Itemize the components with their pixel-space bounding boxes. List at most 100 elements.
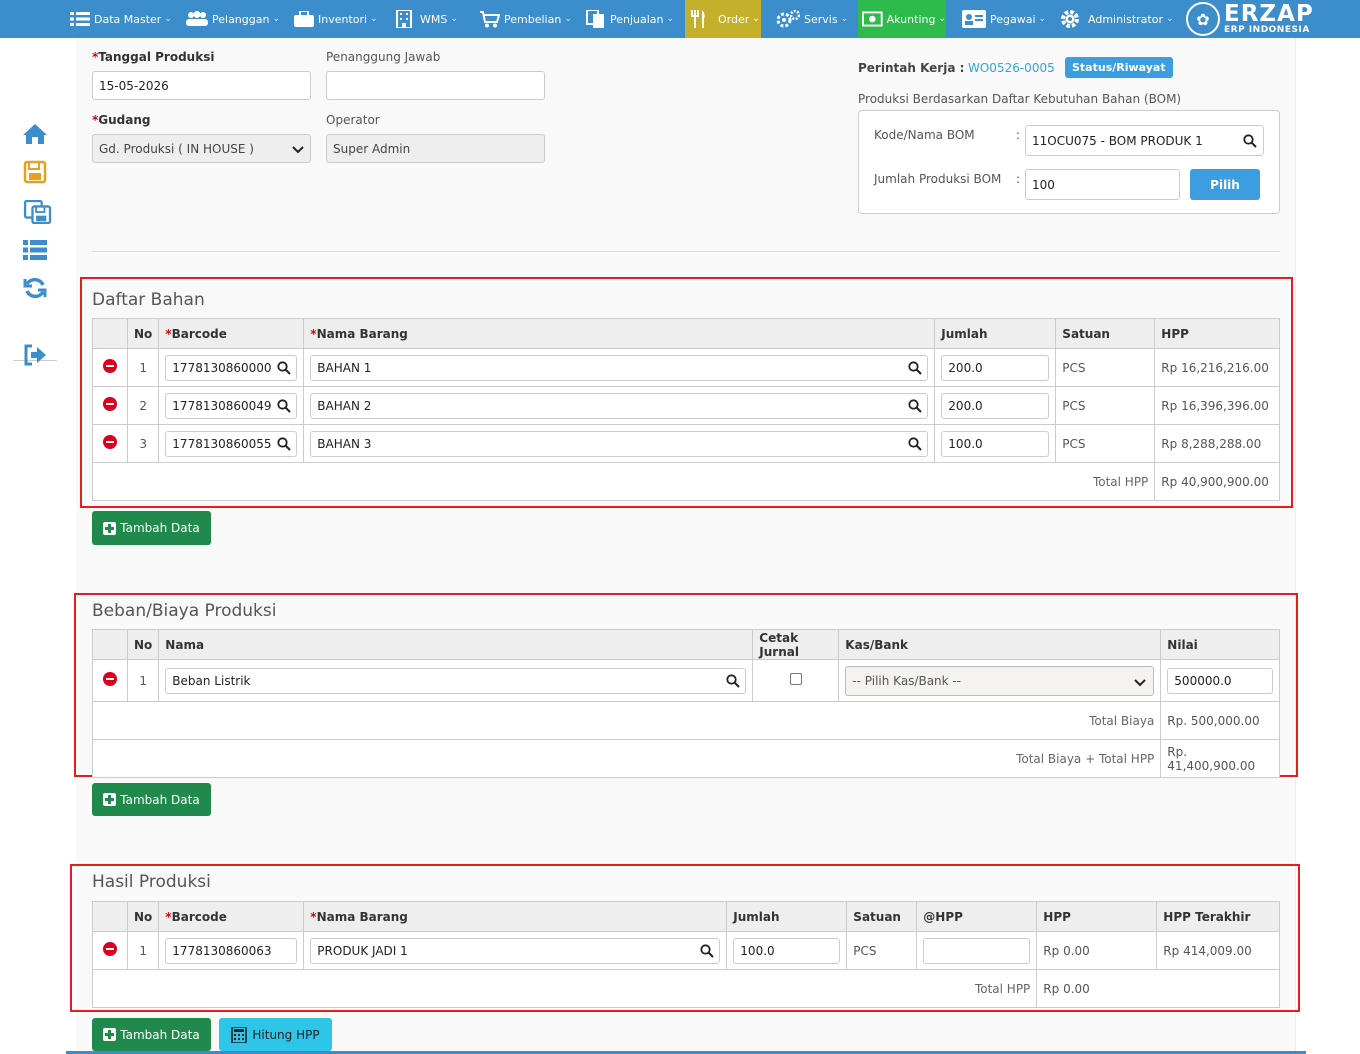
hpp-link[interactable]: Rp 16,216,216.00	[1154, 348, 1280, 387]
remove-row-icon[interactable]	[103, 672, 117, 686]
col-remove	[92, 901, 128, 932]
barcode-input[interactable]: 1778130860063	[165, 937, 298, 964]
chevron-down-icon: ⌄	[938, 14, 946, 24]
save-icon[interactable]	[22, 160, 48, 184]
nav-servis[interactable]: Servis ⌄	[776, 0, 848, 38]
cetak-jurnal-checkbox[interactable]	[789, 673, 802, 685]
nav-label: Akunting	[886, 12, 936, 26]
chevron-down-icon: ⌄	[450, 14, 458, 24]
nav-penjualan[interactable]: Penjualan ⌄	[586, 0, 674, 38]
nav-akunting[interactable]: Akunting ⌄	[858, 0, 946, 38]
search-icon[interactable]	[277, 436, 292, 451]
barcode-input[interactable]: 1778130860000	[165, 354, 298, 381]
money-icon	[862, 11, 883, 27]
jumlah-input[interactable]: 100.0	[733, 937, 841, 964]
total-biaya-label: Total Biaya	[91, 701, 1162, 740]
tambah-beban-button[interactable]: Tambah Data	[92, 783, 211, 816]
nama-beban-input[interactable]: Beban Listrik	[165, 667, 747, 694]
nama-barang-input[interactable]: BAHAN 3	[310, 430, 929, 457]
nav-pegawai[interactable]: Pegawai ⌄	[962, 0, 1046, 38]
nilai-input[interactable]: 500000.0	[1167, 667, 1273, 694]
list-view-icon[interactable]	[22, 238, 48, 262]
row-no: 1	[126, 348, 160, 387]
col-remove	[92, 318, 128, 349]
penanggung-jawab-input[interactable]	[326, 71, 545, 100]
search-icon[interactable]	[908, 398, 923, 413]
remove-row-icon[interactable]	[103, 359, 117, 373]
status-riwayat-button[interactable]: Status/Riwayat	[1065, 57, 1173, 78]
hpp-link[interactable]: Rp 16,396,396.00	[1154, 386, 1280, 425]
col-hpp: HPP	[1036, 901, 1158, 932]
daftar-bahan-table: No *Barcode *Nama Barang Jumlah Satuan H…	[91, 318, 1280, 501]
gudang-select[interactable]: Gd. Produksi ( IN HOUSE )	[92, 134, 311, 163]
col-hpp-terakhir: HPP Terakhir	[1156, 901, 1280, 932]
nav-order[interactable]: Order ⌄	[685, 0, 761, 38]
table-row: 1 1778130860063 PRODUK JADI 1 100.0 PCS …	[92, 931, 1280, 970]
nama-barang-input[interactable]: PRODUK JADI 1	[310, 937, 721, 964]
section-divider	[92, 251, 1280, 252]
search-icon[interactable]	[700, 943, 715, 958]
col-nilai: Nilai	[1160, 629, 1280, 660]
col-nama: Nama	[158, 629, 754, 660]
total-all-label: Total Biaya + Total HPP	[91, 739, 1162, 778]
nav-pembelian[interactable]: Pembelian ⌄	[480, 0, 572, 38]
col-nama-barang: *Nama Barang	[303, 318, 936, 349]
search-icon[interactable]	[908, 360, 923, 375]
row-no: 2	[126, 386, 160, 425]
at-hpp-input[interactable]	[923, 937, 1031, 964]
jumlah-input[interactable]: 200.0	[941, 392, 1050, 419]
remove-row-icon[interactable]	[103, 435, 117, 449]
total-all-value: Rp. 41,400,900.00	[1160, 739, 1280, 778]
nav-inventori[interactable]: Inventori ⌄	[294, 0, 378, 38]
perintah-kerja-label: Perintah Kerja :	[858, 61, 965, 75]
table-row: 1 1778130860000 BAHAN 1 200.0 PCS Rp 16,…	[92, 348, 1280, 387]
tambah-hasil-button[interactable]: Tambah Data	[92, 1018, 211, 1051]
home-icon[interactable]	[22, 122, 48, 146]
total-row: Total HPP Rp 0.00	[91, 969, 1280, 1008]
search-icon[interactable]	[1243, 134, 1257, 148]
erzap-logo[interactable]: ✿ ERZAP ERP INDONESIA	[1186, 1, 1314, 37]
col-no: No	[126, 901, 160, 932]
jumlah-input[interactable]: 200.0	[941, 354, 1050, 381]
col-no: No	[126, 629, 160, 660]
nav-administrator[interactable]: Administrator ⌄	[1060, 0, 1174, 38]
chevron-down-icon: ⌄	[666, 14, 675, 24]
table-row: 3 1778130860055 BAHAN 3 100.0 PCS Rp 8,2…	[92, 424, 1280, 463]
search-icon[interactable]	[726, 673, 741, 688]
search-icon[interactable]	[908, 436, 923, 451]
table-row: 1 Beban Listrik -- Pilih Kas/Bank -- 500…	[92, 659, 1280, 702]
pilih-button[interactable]: Pilih	[1190, 169, 1260, 200]
hasil-produksi-title: Hasil Produksi	[92, 872, 211, 892]
remove-row-icon[interactable]	[103, 397, 117, 411]
users-icon	[186, 11, 208, 26]
barcode-input[interactable]: 1778130860049	[165, 392, 298, 419]
nav-pelanggan[interactable]: Pelanggan ⌄	[186, 0, 280, 38]
tanggal-produksi-input[interactable]: 15-05-2026	[92, 71, 311, 100]
nama-barang-input[interactable]: BAHAN 1	[310, 354, 929, 381]
document-icon	[586, 10, 604, 28]
logout-icon[interactable]	[22, 343, 48, 367]
nav-wms[interactable]: WMS ⌄	[396, 0, 458, 38]
nav-data-master[interactable]: Data Master ⌄	[70, 0, 172, 38]
chevron-down-icon: ⌄	[840, 14, 849, 24]
save-all-icon[interactable]	[22, 200, 54, 224]
nama-barang-input[interactable]: BAHAN 2	[310, 392, 929, 419]
beban-table: No Nama Cetak Jurnal Kas/Bank Nilai 1 Be…	[91, 629, 1280, 778]
col-kas-bank: Kas/Bank	[838, 629, 1162, 660]
refresh-icon[interactable]	[22, 276, 48, 300]
total-hpp-label: Total HPP	[91, 969, 1038, 1008]
tambah-bahan-button[interactable]: Tambah Data	[92, 511, 211, 545]
search-icon[interactable]	[277, 360, 292, 375]
barcode-input[interactable]: 1778130860055	[165, 430, 298, 457]
bom-kode-input[interactable]: 11OCU075 - BOM PRODUK 1	[1025, 125, 1264, 156]
bom-jumlah-input[interactable]: 100	[1025, 169, 1180, 200]
search-icon[interactable]	[277, 398, 292, 413]
hpp-terakhir-link[interactable]: Rp 414,009.00	[1156, 931, 1280, 970]
kas-bank-select[interactable]: -- Pilih Kas/Bank --	[845, 665, 1155, 696]
remove-row-icon[interactable]	[103, 942, 117, 956]
hpp-link[interactable]: Rp 8,288,288.00	[1154, 424, 1280, 463]
hasil-produksi-table: No *Barcode *Nama Barang Jumlah Satuan @…	[91, 901, 1280, 1008]
jumlah-input[interactable]: 100.0	[941, 430, 1050, 457]
hitung-hpp-button[interactable]: Hitung HPP	[219, 1018, 332, 1051]
perintah-kerja-link[interactable]: WO0526-0005	[968, 61, 1055, 75]
